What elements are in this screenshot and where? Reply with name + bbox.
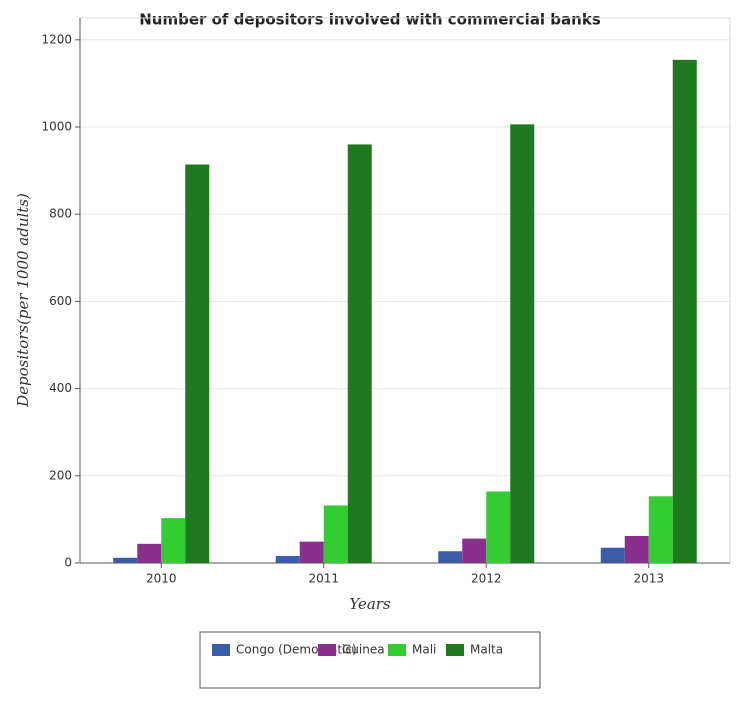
legend-swatch (446, 644, 464, 656)
bar (510, 124, 535, 563)
bar (672, 59, 697, 564)
bar (275, 556, 300, 563)
bar (347, 144, 372, 563)
y-tick-label: 0 (64, 556, 72, 570)
bar (624, 535, 649, 563)
legend-label: Mali (412, 643, 436, 657)
y-tick-label: 1200 (41, 32, 72, 46)
legend-swatch (212, 644, 230, 656)
x-tick-label: 2011 (308, 572, 339, 586)
chart-title: Number of depositors involved with comme… (139, 11, 601, 29)
legend-box (199, 631, 541, 689)
bar (161, 518, 186, 563)
y-tick-label: 1000 (41, 120, 72, 134)
x-tick-label: 2010 (146, 572, 177, 586)
legend-swatch (318, 644, 336, 656)
y-axis-label: Depositors(per 1000 adults) (14, 193, 32, 408)
legend-label: Congo (Democratic) (236, 643, 357, 657)
legend-swatch (388, 644, 406, 656)
legend-label: Malta (470, 643, 503, 657)
bar (185, 164, 210, 563)
x-axis-label: Years (349, 595, 391, 613)
bar (323, 505, 348, 563)
bar (299, 541, 324, 563)
x-tick-label: 2013 (633, 572, 664, 586)
bar (648, 496, 673, 563)
x-tick-label: 2012 (471, 572, 502, 586)
bar (486, 491, 511, 563)
y-tick-label: 800 (49, 207, 72, 221)
bar (462, 538, 487, 563)
plot-frame (79, 17, 731, 564)
bar (113, 557, 138, 563)
y-tick-label: 400 (49, 381, 72, 395)
y-tick-label: 200 (49, 468, 72, 482)
legend-label: Guinea (342, 643, 385, 657)
bar (137, 543, 162, 563)
bar (600, 547, 625, 563)
bar (438, 551, 463, 563)
y-tick-label: 600 (49, 294, 72, 308)
